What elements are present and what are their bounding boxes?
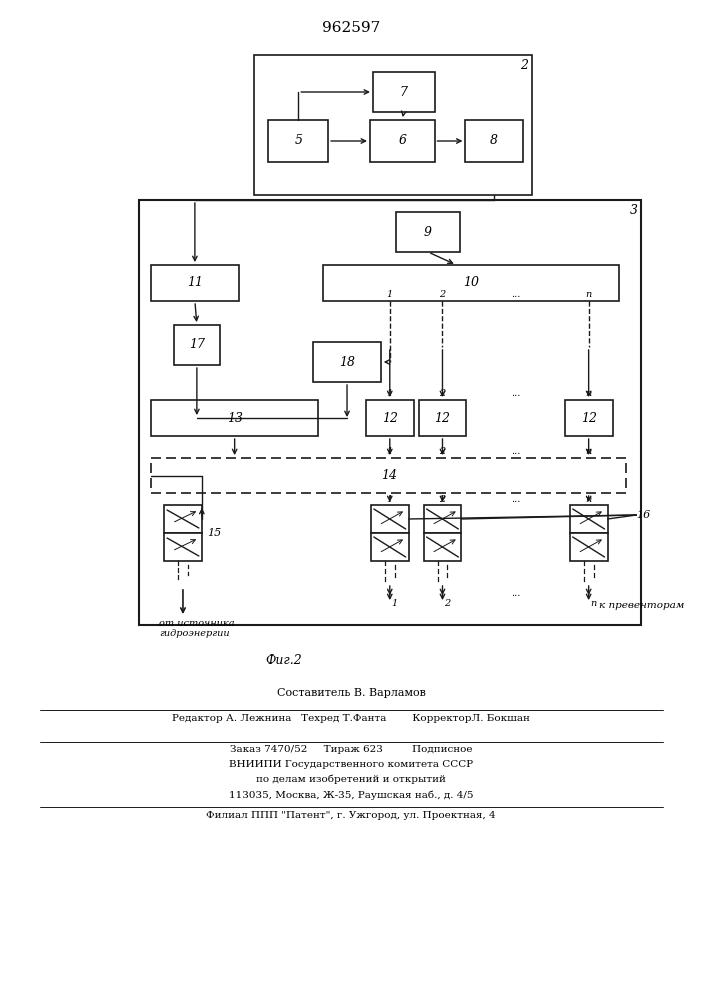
Bar bbox=[174, 325, 220, 365]
Text: 9: 9 bbox=[424, 226, 432, 238]
Text: 2: 2 bbox=[445, 599, 451, 608]
Text: 2: 2 bbox=[439, 290, 445, 299]
Text: 8: 8 bbox=[490, 134, 498, 147]
Text: ...: ... bbox=[511, 389, 520, 398]
Text: 2: 2 bbox=[439, 495, 445, 504]
Text: Составитель В. Варламов: Составитель В. Варламов bbox=[276, 688, 426, 698]
Text: 11: 11 bbox=[187, 276, 203, 290]
Text: ...: ... bbox=[511, 447, 520, 456]
Bar bbox=[570, 505, 607, 533]
Text: Заказ 7470/52     Тираж 623         Подписное: Заказ 7470/52 Тираж 623 Подписное bbox=[230, 745, 472, 754]
Text: n: n bbox=[585, 290, 592, 299]
Bar bbox=[269, 120, 328, 162]
Text: 7: 7 bbox=[399, 86, 408, 99]
Text: ...: ... bbox=[511, 588, 520, 597]
Bar bbox=[371, 505, 409, 533]
Text: n: n bbox=[585, 447, 592, 456]
Bar bbox=[139, 200, 641, 625]
Text: 14: 14 bbox=[381, 469, 397, 482]
Text: 962597: 962597 bbox=[322, 21, 380, 35]
Text: 1: 1 bbox=[387, 389, 393, 398]
Bar bbox=[373, 72, 435, 112]
Bar bbox=[164, 533, 202, 561]
Text: по делам изобретений и открытий: по делам изобретений и открытий bbox=[256, 775, 446, 784]
Text: 5: 5 bbox=[294, 134, 303, 147]
Text: 12: 12 bbox=[382, 412, 398, 424]
Bar bbox=[465, 120, 523, 162]
Text: 18: 18 bbox=[339, 356, 355, 368]
Bar bbox=[419, 400, 467, 436]
Bar bbox=[151, 400, 318, 436]
Text: 1: 1 bbox=[387, 290, 393, 299]
Text: 10: 10 bbox=[463, 276, 479, 290]
Bar bbox=[254, 55, 532, 195]
Bar bbox=[570, 533, 607, 561]
Text: Филиал ППП "Патент", г. Ужгород, ул. Проектная, 4: Филиал ППП "Патент", г. Ужгород, ул. Про… bbox=[206, 811, 496, 820]
Bar bbox=[565, 400, 612, 436]
Bar bbox=[313, 342, 381, 382]
Text: 1: 1 bbox=[387, 447, 393, 456]
Text: Фиг.2: Фиг.2 bbox=[265, 654, 302, 666]
Text: ...: ... bbox=[511, 290, 520, 299]
Text: от источника
гидроэнергии: от источника гидроэнергии bbox=[159, 619, 235, 638]
Bar bbox=[151, 458, 626, 493]
Text: 17: 17 bbox=[189, 338, 205, 352]
Bar bbox=[151, 265, 239, 301]
Text: 12: 12 bbox=[435, 412, 450, 424]
Text: 113035, Москва, Ж-35, Раушская наб., д. 4/5: 113035, Москва, Ж-35, Раушская наб., д. … bbox=[229, 790, 473, 800]
Text: 13: 13 bbox=[227, 412, 243, 424]
Text: Редактор А. Лежнина   Техред Т.Фанта        КорректорЛ. Бокшан: Редактор А. Лежнина Техред Т.Фанта Корре… bbox=[172, 714, 530, 723]
Bar bbox=[423, 505, 462, 533]
Bar bbox=[371, 533, 409, 561]
Text: n: n bbox=[590, 599, 597, 608]
Bar bbox=[396, 212, 460, 252]
Bar bbox=[423, 533, 462, 561]
Text: ...: ... bbox=[511, 495, 520, 504]
Text: 2: 2 bbox=[439, 447, 445, 456]
Text: 1: 1 bbox=[392, 599, 398, 608]
Bar bbox=[164, 505, 202, 533]
Bar bbox=[366, 400, 414, 436]
Text: 12: 12 bbox=[580, 412, 597, 424]
Bar bbox=[323, 265, 619, 301]
Text: 2: 2 bbox=[439, 389, 445, 398]
Text: ВНИИПИ Государственного комитета СССР: ВНИИПИ Государственного комитета СССР bbox=[229, 760, 473, 769]
Text: 3: 3 bbox=[629, 204, 638, 217]
Text: n: n bbox=[585, 495, 592, 504]
Text: 16: 16 bbox=[636, 510, 650, 520]
Text: 2: 2 bbox=[520, 59, 528, 72]
Text: 15: 15 bbox=[207, 528, 221, 538]
Text: 1: 1 bbox=[387, 495, 393, 504]
Text: к превенторам: к превенторам bbox=[599, 601, 684, 610]
Bar bbox=[370, 120, 435, 162]
Text: 6: 6 bbox=[398, 134, 407, 147]
Text: n: n bbox=[585, 389, 592, 398]
